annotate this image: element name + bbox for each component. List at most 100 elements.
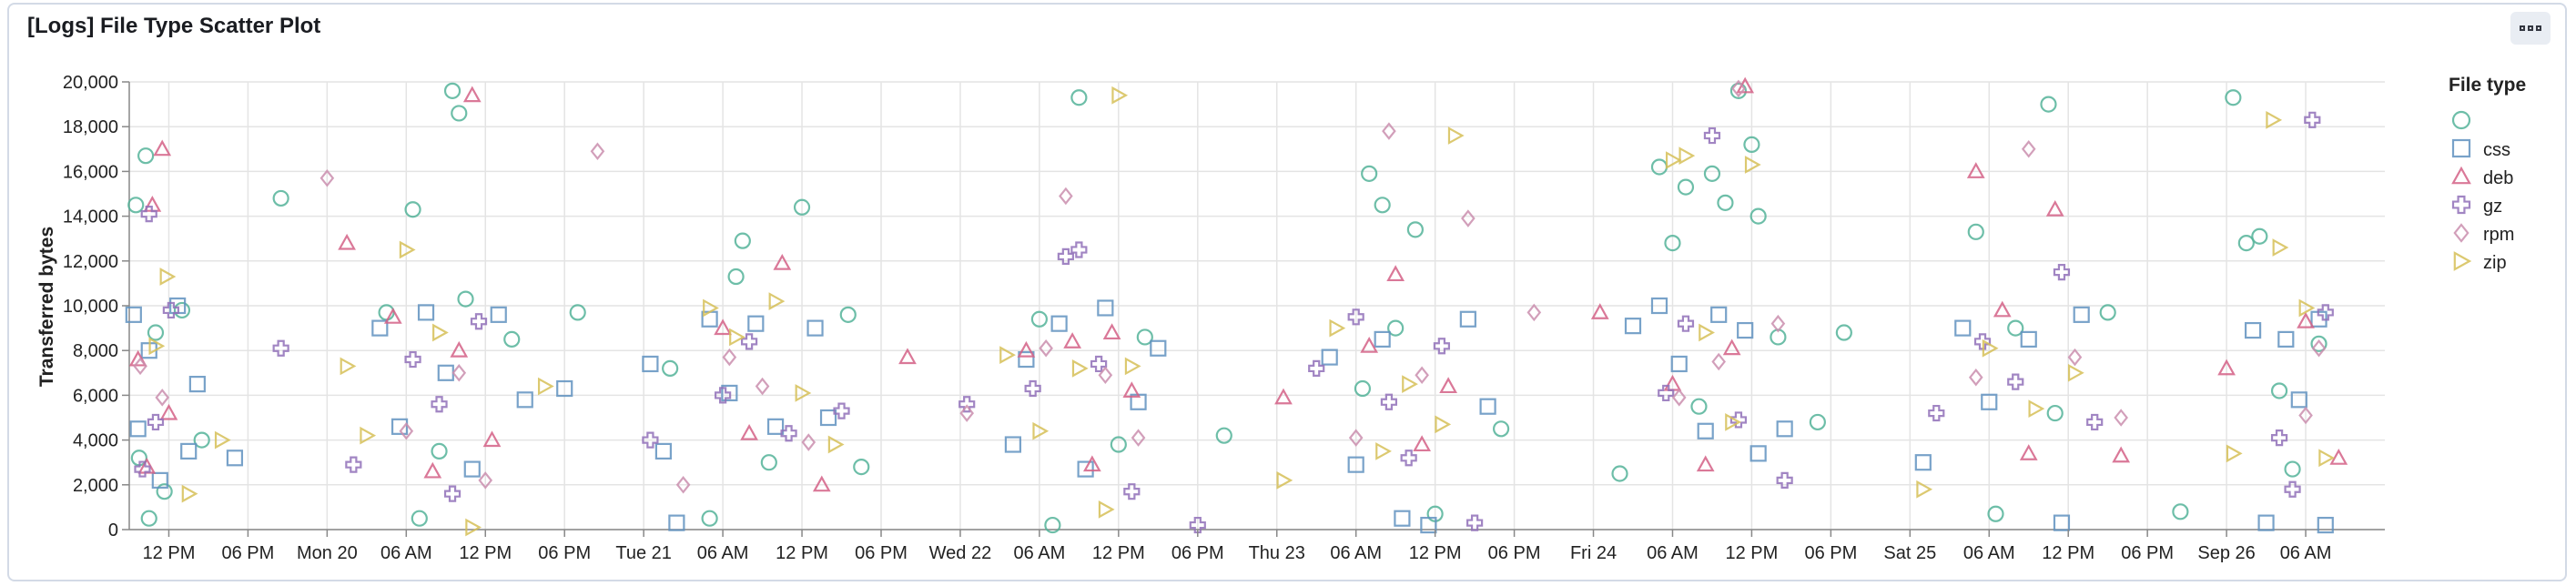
data-point-deb[interactable] bbox=[1274, 388, 1293, 405]
data-point-deb[interactable] bbox=[1386, 265, 1405, 282]
data-point-rpm[interactable] bbox=[155, 389, 170, 407]
data-point-unlabeled[interactable] bbox=[1070, 89, 1088, 106]
data-point-unlabeled[interactable] bbox=[1354, 379, 1372, 398]
data-point-zip[interactable] bbox=[399, 240, 416, 259]
data-point-deb[interactable] bbox=[1017, 340, 1036, 358]
data-point-gz[interactable] bbox=[1658, 384, 1675, 402]
data-point-zip[interactable] bbox=[2272, 238, 2289, 257]
data-point-unlabeled[interactable] bbox=[2007, 319, 2024, 337]
data-point-css[interactable] bbox=[188, 376, 206, 393]
data-point-unlabeled[interactable] bbox=[147, 324, 165, 341]
data-point-rpm[interactable] bbox=[2067, 348, 2083, 367]
data-point-rpm[interactable] bbox=[399, 421, 414, 440]
data-point-deb[interactable] bbox=[383, 308, 402, 324]
data-point-unlabeled[interactable] bbox=[1835, 324, 1852, 341]
data-point-css[interactable] bbox=[1150, 339, 1167, 357]
data-point-css[interactable] bbox=[516, 391, 533, 409]
data-point-rpm[interactable] bbox=[722, 348, 737, 367]
data-point-css[interactable] bbox=[490, 306, 507, 323]
data-point-unlabeled[interactable] bbox=[503, 330, 521, 348]
data-point-css[interactable] bbox=[1981, 393, 1998, 410]
data-point-unlabeled[interactable] bbox=[1406, 221, 1424, 238]
data-point-css[interactable] bbox=[1914, 454, 1932, 471]
data-point-unlabeled[interactable] bbox=[1664, 235, 1681, 252]
data-point-zip[interactable] bbox=[1982, 338, 1999, 358]
data-point-unlabeled[interactable] bbox=[457, 290, 474, 308]
data-point-deb[interactable] bbox=[482, 430, 502, 448]
data-point-css[interactable] bbox=[1459, 310, 1476, 328]
data-point-zip[interactable] bbox=[1678, 146, 1696, 166]
panel-options-button[interactable] bbox=[2510, 12, 2551, 45]
data-point-unlabeled[interactable] bbox=[2284, 460, 2301, 478]
data-point-rpm[interactable] bbox=[1461, 209, 1476, 227]
data-point-deb[interactable] bbox=[462, 86, 482, 103]
data-point-deb[interactable] bbox=[773, 253, 792, 270]
data-point-unlabeled[interactable] bbox=[1492, 420, 1510, 438]
data-point-gz[interactable] bbox=[2317, 304, 2334, 321]
data-point-unlabeled[interactable] bbox=[1987, 505, 2004, 522]
data-point-zip[interactable] bbox=[827, 435, 845, 454]
data-point-css[interactable] bbox=[1670, 355, 1688, 373]
data-point-unlabeled[interactable] bbox=[2046, 404, 2064, 422]
data-point-zip[interactable] bbox=[2028, 399, 2045, 419]
data-point-unlabeled[interactable] bbox=[1749, 207, 1767, 225]
data-point-css[interactable] bbox=[806, 319, 824, 337]
data-point-zip[interactable] bbox=[2266, 110, 2283, 129]
data-point-unlabeled[interactable] bbox=[701, 510, 718, 527]
data-point-css[interactable] bbox=[1954, 319, 1972, 337]
legend-symbol[interactable] bbox=[2451, 110, 2471, 130]
data-point-css[interactable] bbox=[1624, 318, 1642, 335]
data-point-unlabeled[interactable] bbox=[451, 105, 468, 122]
data-point-gz[interactable] bbox=[1677, 315, 1695, 332]
data-point-css[interactable] bbox=[2290, 391, 2307, 409]
data-point-unlabeled[interactable] bbox=[2225, 89, 2242, 106]
data-point-css[interactable] bbox=[151, 471, 168, 489]
data-point-zip[interactable] bbox=[1402, 375, 1418, 393]
data-point-zip[interactable] bbox=[1447, 126, 1465, 145]
data-point-rpm[interactable] bbox=[675, 476, 691, 494]
data-point-gz[interactable] bbox=[1466, 514, 1484, 531]
data-point-gz[interactable] bbox=[1400, 450, 1417, 467]
data-points[interactable] bbox=[125, 76, 2348, 537]
data-point-css[interactable] bbox=[1374, 330, 1391, 348]
data-point-deb[interactable] bbox=[1063, 332, 1081, 349]
data-point-gz[interactable] bbox=[2007, 373, 2024, 390]
data-point-deb[interactable] bbox=[1082, 455, 1101, 472]
data-point-zip[interactable] bbox=[1725, 413, 1741, 431]
data-point-deb[interactable] bbox=[153, 139, 172, 157]
data-point-deb[interactable] bbox=[740, 423, 758, 440]
data-point-css[interactable] bbox=[226, 450, 244, 467]
legend-label[interactable]: rpm bbox=[2483, 225, 2514, 245]
data-point-unlabeled[interactable] bbox=[793, 198, 811, 216]
data-point-css[interactable] bbox=[668, 514, 685, 531]
data-point-rpm[interactable] bbox=[1731, 79, 1746, 98]
data-point-rpm[interactable] bbox=[801, 433, 816, 451]
data-point-deb[interactable] bbox=[450, 340, 469, 358]
data-point-zip[interactable] bbox=[1071, 359, 1089, 378]
data-point-zip[interactable] bbox=[1276, 471, 1293, 490]
data-point-zip[interactable] bbox=[703, 298, 719, 318]
data-point-unlabeled[interactable] bbox=[2040, 96, 2057, 113]
data-point-zip[interactable] bbox=[340, 357, 357, 376]
data-point-css[interactable] bbox=[417, 304, 435, 321]
data-point-unlabeled[interactable] bbox=[662, 359, 679, 377]
data-point-deb[interactable] bbox=[1722, 338, 1741, 356]
data-point-css[interactable] bbox=[1077, 460, 1094, 478]
data-point-zip[interactable] bbox=[2226, 444, 2243, 463]
data-point-deb[interactable] bbox=[128, 349, 147, 367]
data-point-css[interactable] bbox=[371, 319, 389, 337]
data-point-unlabeled[interactable] bbox=[1743, 136, 1760, 153]
data-point-css[interactable] bbox=[1749, 445, 1767, 462]
legend-symbol[interactable] bbox=[2451, 195, 2471, 215]
data-point-zip[interactable] bbox=[537, 377, 554, 396]
data-point-rpm[interactable] bbox=[2298, 406, 2313, 425]
data-point-deb[interactable] bbox=[2112, 446, 2131, 463]
data-point-zip[interactable] bbox=[159, 268, 177, 286]
data-point-zip[interactable] bbox=[1032, 421, 1050, 440]
data-point-rpm[interactable] bbox=[1526, 303, 1542, 322]
data-point-css[interactable] bbox=[2244, 321, 2262, 339]
data-point-gz[interactable] bbox=[2086, 413, 2104, 431]
data-point-rpm[interactable] bbox=[959, 404, 975, 422]
data-point-zip[interactable] bbox=[1435, 415, 1452, 434]
data-point-unlabeled[interactable] bbox=[193, 431, 210, 449]
